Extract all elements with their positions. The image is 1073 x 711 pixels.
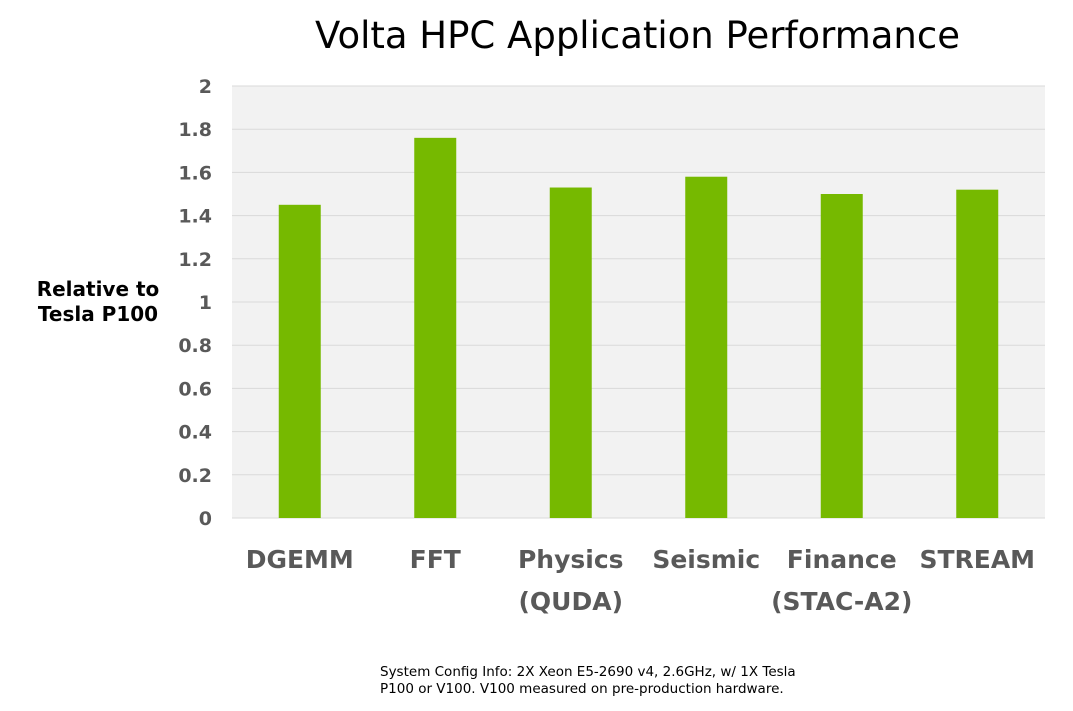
y-tick-label: 2 (199, 76, 212, 98)
y-tick-label: 0 (199, 508, 212, 530)
y-tick-label: 0.6 (178, 378, 212, 400)
x-category-label: Finance (787, 545, 897, 574)
bar (956, 189, 999, 518)
chart-title: Volta HPC Application Performance (315, 14, 960, 57)
x-category-label: (QUDA) (518, 587, 623, 616)
bar (549, 187, 592, 518)
bar (278, 204, 321, 519)
x-category-label: STREAM (919, 545, 1035, 574)
x-category-label: FFT (410, 545, 461, 574)
footnote-line-2: P100 or V100. V100 measured on pre-produ… (380, 681, 784, 697)
x-category-label: (STAC-A2) (771, 587, 912, 616)
y-axis-label-line-2: Tesla P100 (37, 302, 159, 326)
footnote-line-1: System Config Info: 2X Xeon E5-2690 v4, … (380, 664, 796, 680)
y-tick-label: 1.8 (178, 119, 212, 141)
y-tick-label: 0.2 (178, 465, 212, 487)
y-axis-label: Relative to Tesla P100 (18, 277, 178, 327)
x-category-label: Physics (518, 545, 624, 574)
y-tick-label: 1.4 (178, 206, 212, 228)
y-tick-label: 1.6 (178, 162, 212, 184)
bar (685, 176, 728, 518)
system-config-footnote: System Config Info: 2X Xeon E5-2690 v4, … (380, 664, 900, 698)
y-tick-label: 1.2 (178, 249, 212, 271)
y-tick-label: 1 (199, 292, 212, 314)
x-category-label: Seismic (652, 545, 760, 574)
bar (820, 194, 863, 518)
y-tick-label: 0.4 (178, 422, 212, 444)
y-axis-label-line-1: Relative to (36, 277, 160, 301)
bar (414, 137, 457, 518)
y-tick-label: 0.8 (178, 335, 212, 357)
x-category-label: DGEMM (246, 545, 354, 574)
